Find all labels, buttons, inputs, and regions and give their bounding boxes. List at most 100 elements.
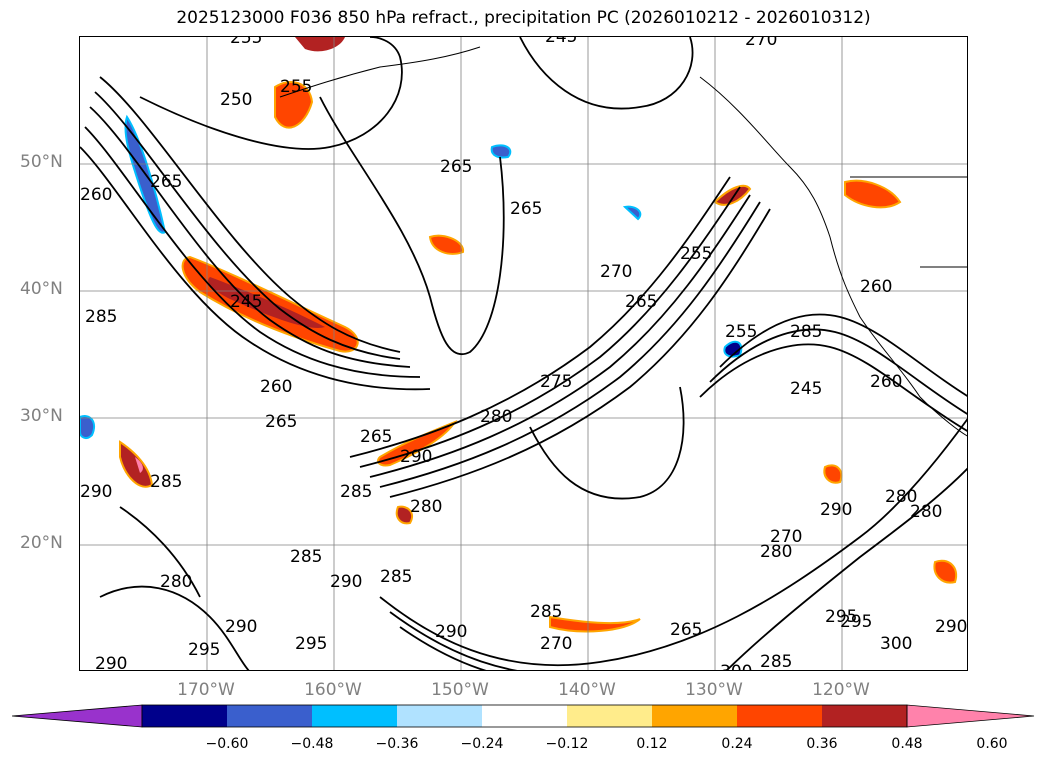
contour-line (119, 506, 201, 598)
contour-label: 295 (295, 634, 327, 654)
lon-label-120w: 120°W (812, 680, 870, 700)
contour-label: 285 (380, 567, 412, 587)
colorbar-extend-high (906, 704, 1035, 728)
contour-line (399, 626, 487, 670)
map-title: 2025123000 F036 850 hPa refract., precip… (176, 8, 871, 28)
lon-label-150w: 150°W (431, 680, 489, 700)
contour-line (89, 106, 411, 368)
contour-label: 290 (435, 622, 467, 642)
precip-patch (119, 440, 154, 488)
contour-label: 260 (260, 377, 292, 397)
precip-patch (395, 505, 414, 525)
contour-line (99, 585, 250, 670)
lat-label-50n: 50°N (20, 152, 63, 172)
contour-label: 285 (530, 602, 562, 622)
precip-patch (622, 205, 642, 221)
colorbar-svg (11, 704, 1035, 728)
colorbar-tick-label: 0.60 (976, 736, 1008, 752)
lat-label-20n: 20°N (20, 533, 63, 553)
contour-label: 270 (745, 37, 777, 50)
map-panel: 255 250 255 265 260 265 270 265 270 255 245 265 245 2… (79, 36, 968, 671)
contour-label: 275 (540, 372, 572, 392)
precip-patch (723, 340, 743, 358)
contour-label: 265 (440, 157, 472, 177)
contour-label: 280 (480, 407, 512, 427)
contour-label: 285 (340, 482, 372, 502)
contour-label: 290 (95, 654, 127, 671)
colorbar-segment (227, 705, 312, 727)
contour-line (529, 386, 685, 500)
contour-label: 255 (280, 77, 312, 97)
contour-label: 245 (230, 292, 262, 312)
contour-label: 270 (600, 262, 632, 282)
contour-line (139, 37, 403, 150)
precip-shading (80, 37, 958, 633)
contour-label: 255 (230, 37, 262, 48)
colorbar-tick-label: 0.36 (806, 736, 838, 752)
map-plot: 255 250 255 265 260 265 270 265 270 255 245 265 245 2… (80, 37, 967, 671)
colorbar-segment (822, 705, 907, 727)
contour-label: 250 (220, 90, 252, 110)
colorbar-segment (482, 705, 567, 727)
contour-label: 270 (770, 527, 802, 547)
colorbar-tick-label: −0.12 (545, 736, 589, 752)
precip-patch (135, 457, 143, 473)
lat-label-30n: 30°N (20, 406, 63, 426)
contour-label: 265 (510, 199, 542, 219)
precip-patch (274, 81, 314, 129)
contour-label: 290 (400, 447, 432, 467)
graticule (80, 37, 967, 670)
colorbar-segment (737, 705, 822, 727)
contour-label: 290 (935, 617, 967, 637)
contour-label: 290 (225, 617, 257, 637)
contour-line (359, 186, 741, 468)
contour-label: 265 (360, 427, 392, 447)
contour-label: 255 (680, 244, 712, 264)
contour-label: 285 (790, 322, 822, 342)
coast-line (699, 76, 967, 437)
precip-patch (490, 144, 512, 159)
contour-label: 280 (160, 572, 192, 592)
contour-line (709, 328, 967, 415)
colorbar-segment (652, 705, 737, 727)
contour-label: 255 (725, 322, 757, 342)
precip-patch (933, 559, 958, 584)
precip-patch (844, 179, 902, 209)
colorbar-segment (397, 705, 482, 727)
colorbar-segment (567, 705, 652, 727)
lon-label-130w: 130°W (685, 680, 743, 700)
contour-label: 290 (820, 500, 852, 520)
contour-line (349, 176, 731, 458)
contour-line (519, 37, 694, 110)
lat-label-40n: 40°N (20, 279, 63, 299)
contour-line (725, 467, 967, 670)
contour-label: 270 (540, 634, 572, 654)
colorbar-tick-label: −0.60 (205, 736, 249, 752)
coastline (279, 46, 967, 437)
contour-label: 295 (188, 640, 220, 660)
contour-label: 280 (410, 497, 442, 517)
contour-label: 245 (545, 37, 577, 47)
contour-label: 280 (760, 542, 792, 562)
contour-label: 295 (825, 607, 857, 627)
contour-label: 285 (150, 472, 182, 492)
colorbar-tick-label: −0.36 (375, 736, 419, 752)
contour-line (699, 343, 967, 432)
contour-line (99, 76, 401, 353)
contour-line (84, 126, 421, 378)
contour-label: 265 (150, 172, 182, 192)
contour-line (389, 208, 771, 498)
contour-label: 300 (880, 634, 912, 654)
colorbar-segment (312, 705, 397, 727)
contour-labels: 255 250 255 265 260 265 270 265 270 255 245 265 245 2… (80, 37, 967, 671)
colorbar (11, 703, 1036, 735)
contour-line (369, 194, 751, 478)
lon-label-160w: 160°W (304, 680, 362, 700)
precip-patch (428, 234, 465, 255)
contour-label: 280 (910, 502, 942, 522)
contour-line (389, 611, 518, 670)
contour-label: 245 (790, 379, 822, 399)
colorbar-frame (141, 704, 908, 728)
contour-label: 290 (80, 482, 112, 502)
contour-label: 260 (860, 277, 892, 297)
